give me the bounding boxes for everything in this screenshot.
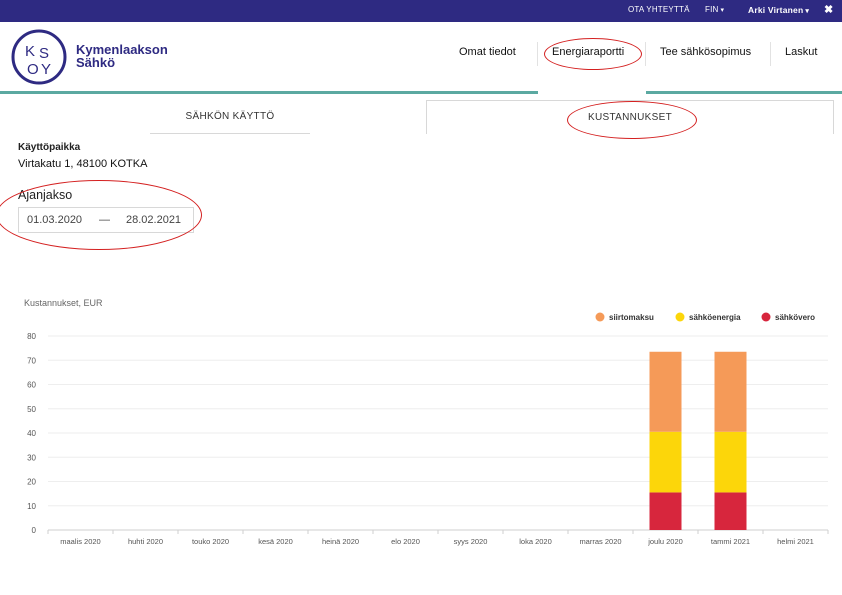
brand-line-1: Kymenlaakson	[76, 42, 168, 57]
x-tick-label: elo 2020	[391, 537, 420, 546]
legend-label: siirtomaksu	[609, 313, 654, 322]
x-tick-label: tammi 2021	[711, 537, 750, 546]
chevron-down-icon: ▾	[805, 8, 810, 15]
y-tick-label: 70	[27, 356, 36, 365]
x-tick-label: helmi 2021	[777, 537, 814, 546]
logo-letter-k: K	[25, 43, 35, 60]
site-header: K S O Y Kymenlaakson Sähkö Omat tiedot E…	[0, 22, 842, 92]
x-tick-label: maalis 2020	[60, 537, 100, 546]
y-tick-label: 30	[27, 453, 36, 462]
language-label: FIN	[705, 5, 719, 14]
x-tick-label: joulu 2020	[647, 537, 683, 546]
report-tabs: SÄHKÖN KÄYTTÖ KUSTANNUKSET	[0, 100, 842, 134]
brand-name[interactable]: Kymenlaakson Sähkö	[76, 43, 168, 69]
logo-letter-y: Y	[41, 61, 51, 78]
x-tick-label: heinä 2020	[322, 537, 359, 546]
y-tick-label: 60	[27, 381, 36, 390]
site-label: Käyttöpaikka	[18, 142, 81, 153]
y-tick-label: 10	[27, 502, 36, 511]
header-divider	[0, 91, 842, 94]
y-tick-label: 0	[32, 526, 37, 535]
period-picker[interactable]: 01.03.2020 — 28.02.2021	[18, 207, 194, 233]
legend-swatch	[675, 312, 685, 322]
top-bar: OTA YHTEYTTÄ FIN ▾ Arki Virtanen ▾ ✖	[0, 0, 842, 22]
nav-active-indicator	[538, 91, 646, 94]
x-tick-label: kesä 2020	[258, 537, 293, 546]
nav-item-omat-tiedot[interactable]: Omat tiedot	[459, 46, 516, 58]
tab-kustannukset[interactable]: KUSTANNUKSET	[426, 100, 834, 134]
cost-chart-svg: Kustannukset, EUR siirtomaksu sähköenergia…	[24, 298, 829, 546]
brand-line-2: Sähkö	[76, 55, 116, 70]
language-selector[interactable]: FIN ▾	[705, 5, 724, 14]
contact-link[interactable]: OTA YHTEYTTÄ	[628, 5, 690, 14]
bar-segment	[714, 351, 747, 432]
legend-swatch	[761, 312, 771, 322]
chevron-down-icon: ▾	[720, 7, 725, 14]
chart-title: Kustannukset, EUR	[24, 298, 103, 308]
legend-label: sähköenergia	[689, 313, 741, 322]
nav-divider	[770, 42, 771, 66]
x-tick-label: touko 2020	[192, 537, 229, 546]
nav-item-laskut[interactable]: Laskut	[785, 46, 818, 58]
y-tick-label: 20	[27, 478, 36, 487]
cost-chart: Kustannukset, EUR siirtomaksu sähköenergia…	[0, 290, 842, 555]
nav-divider	[645, 42, 646, 66]
bar-segment	[649, 351, 682, 432]
y-tick-label: 40	[27, 429, 36, 438]
close-icon[interactable]: ✖	[824, 4, 834, 16]
nav-divider	[537, 42, 538, 66]
y-tick-label: 50	[27, 405, 36, 414]
x-tick-label: syys 2020	[454, 537, 488, 546]
x-tick-label: marras 2020	[579, 537, 621, 546]
tab-sahkon-kaytto[interactable]: SÄHKÖN KÄYTTÖ	[150, 100, 310, 134]
period-start[interactable]: 01.03.2020	[27, 214, 83, 226]
user-name: Arki Virtanen	[748, 5, 804, 15]
logo-letter-o: O	[27, 61, 39, 78]
legend-label: sähkövero	[775, 313, 815, 322]
bar-segment	[714, 431, 747, 493]
nav-item-tee-sahkosopimus[interactable]: Tee sähkösopimus	[660, 46, 752, 58]
logo-letter-s: S	[39, 45, 49, 62]
y-tick-label: 80	[27, 332, 36, 341]
period-end[interactable]: 28.02.2021	[126, 214, 182, 226]
x-tick-label: loka 2020	[519, 537, 552, 546]
legend-swatch	[595, 312, 605, 322]
period-label: Ajanjakso	[18, 188, 73, 202]
user-menu[interactable]: Arki Virtanen ▾	[748, 5, 809, 15]
bar-segment	[649, 431, 682, 493]
period-separator: —	[99, 214, 110, 226]
site-address: Virtakatu 1, 48100 KOTKA	[18, 158, 148, 170]
brand-logo[interactable]: K S O Y	[10, 28, 68, 86]
bar-segment	[714, 492, 747, 530]
bar-segment	[649, 492, 682, 530]
nav-item-energiaraportti[interactable]: Energiaraportti	[552, 46, 625, 58]
x-tick-label: huhti 2020	[128, 537, 163, 546]
